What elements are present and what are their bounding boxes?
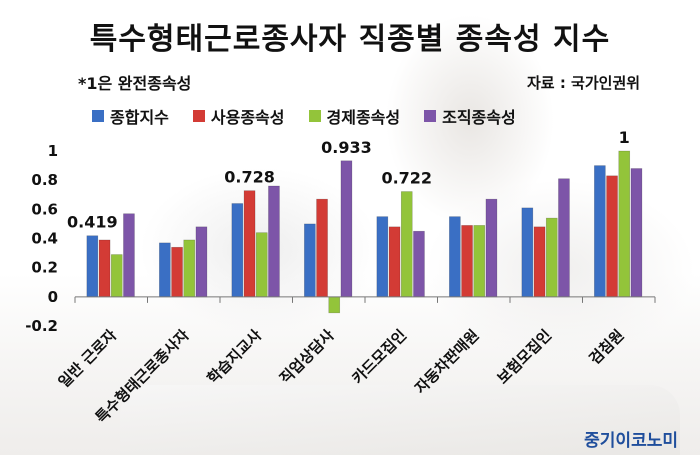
- data-label: 0.933: [321, 138, 372, 157]
- bar: [255, 232, 268, 298]
- y-tick-label: 0.2: [31, 259, 58, 277]
- bar: [521, 207, 534, 298]
- bar: [268, 185, 280, 298]
- data-label: 0.419: [67, 213, 118, 232]
- x-category-label: 카드모집인: [349, 326, 411, 388]
- bar: [123, 213, 135, 298]
- x-category-label: 일반 근로자: [55, 326, 120, 391]
- x-category-label: 보험모집인: [494, 326, 556, 388]
- legend-label: 경제종속성: [326, 108, 401, 127]
- legend: 종합지수 사용종속성 경제종속성 조직종속성: [92, 104, 516, 128]
- bar: [461, 225, 473, 298]
- legend-label: 종합지수: [110, 108, 169, 127]
- bar: [630, 168, 643, 298]
- bar: [340, 160, 353, 298]
- bar: [545, 217, 558, 298]
- legend-item: 사용종속성: [192, 104, 285, 128]
- bar: [376, 216, 389, 298]
- legend-item: 조직종속성: [424, 104, 516, 128]
- source-label: 자료 : 국가인권위: [527, 74, 641, 92]
- bar: [171, 246, 183, 298]
- bar: [86, 235, 99, 298]
- bar: [316, 198, 328, 298]
- legend-swatch: [92, 110, 104, 122]
- legend-swatch: [424, 110, 437, 122]
- y-tick-label: 0: [48, 288, 58, 306]
- bar: [195, 226, 208, 298]
- y-tick-label: -0.2: [25, 317, 58, 335]
- bar: [388, 226, 401, 298]
- background-desk: [120, 385, 680, 455]
- chart-title: 특수형태근로종사자 직종별 종속성 지수: [89, 22, 611, 57]
- bar: [304, 223, 316, 298]
- legend-label: 조직종속성: [442, 108, 516, 127]
- legend-item: 경제종속성: [308, 104, 401, 128]
- chart-note: *1은 완전종속성: [78, 74, 192, 93]
- bar: [400, 191, 413, 298]
- x-category-label: 직업상담사: [276, 326, 338, 388]
- y-tick-label: 0.4: [31, 230, 58, 248]
- legend-swatch: [308, 110, 321, 122]
- bar: [449, 216, 461, 298]
- brand-logo-text: 중기이코노미: [584, 431, 678, 451]
- x-category-label: 자동차판매원: [411, 326, 482, 397]
- y-tick-label: 0.6: [31, 200, 58, 218]
- legend-swatch: [192, 110, 205, 122]
- bar: [594, 165, 606, 298]
- bar: [485, 198, 498, 298]
- bar: [558, 178, 570, 298]
- legend-item: 종합지수: [92, 104, 169, 128]
- bar: [183, 239, 196, 298]
- x-category-label: 검침원: [586, 326, 628, 368]
- data-label: 0.728: [224, 168, 275, 187]
- bar: [473, 225, 486, 298]
- bar: [110, 254, 123, 298]
- bar: [231, 203, 244, 298]
- bar: [98, 239, 111, 298]
- x-category-label: 학습지교사: [204, 326, 266, 388]
- bar: [606, 175, 618, 298]
- bar: [533, 226, 546, 298]
- legend-label: 사용종속성: [210, 108, 285, 127]
- bar: [159, 242, 171, 298]
- bar: [413, 230, 425, 298]
- data-label: 0.722: [381, 169, 432, 188]
- bar: [243, 190, 256, 298]
- data-label: 1: [619, 128, 630, 147]
- bar: [328, 296, 341, 314]
- bar: [618, 150, 631, 298]
- y-tick-label: 0.8: [31, 171, 58, 189]
- y-tick-label: 1: [48, 142, 58, 160]
